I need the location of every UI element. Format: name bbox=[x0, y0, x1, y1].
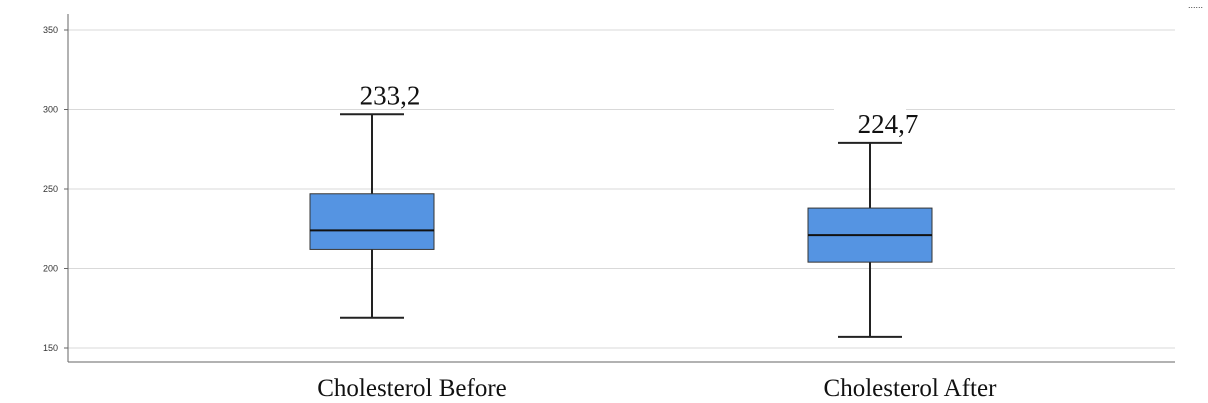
axes bbox=[67, 14, 1175, 363]
mean-label: 224,7 bbox=[858, 109, 919, 139]
category-labels: Cholesterol Before Cholesterol After bbox=[317, 375, 997, 402]
mean-labels: 233,2 224,7 bbox=[336, 78, 918, 139]
y-tick-label: 250 bbox=[43, 184, 58, 194]
box-after bbox=[807, 141, 933, 338]
y-tick-label: 200 bbox=[43, 264, 58, 274]
corner-mark: ...... bbox=[1188, 0, 1203, 10]
category-label: Cholesterol After bbox=[824, 375, 998, 402]
box-before bbox=[309, 113, 435, 319]
y-tick-label: 150 bbox=[43, 343, 58, 353]
mean-label-bg bbox=[834, 106, 906, 137]
interquartile-box bbox=[309, 193, 435, 250]
y-tick-label: 350 bbox=[43, 25, 58, 35]
category-label: Cholesterol Before bbox=[317, 375, 507, 402]
boxes bbox=[309, 113, 933, 338]
y-tick-labels: 150 200 250 300 350 bbox=[43, 25, 58, 353]
mean-label-bg bbox=[336, 78, 408, 109]
grid-lines bbox=[64, 29, 1175, 349]
mean-label: 233,2 bbox=[360, 80, 421, 110]
y-tick-label: 300 bbox=[43, 105, 58, 115]
